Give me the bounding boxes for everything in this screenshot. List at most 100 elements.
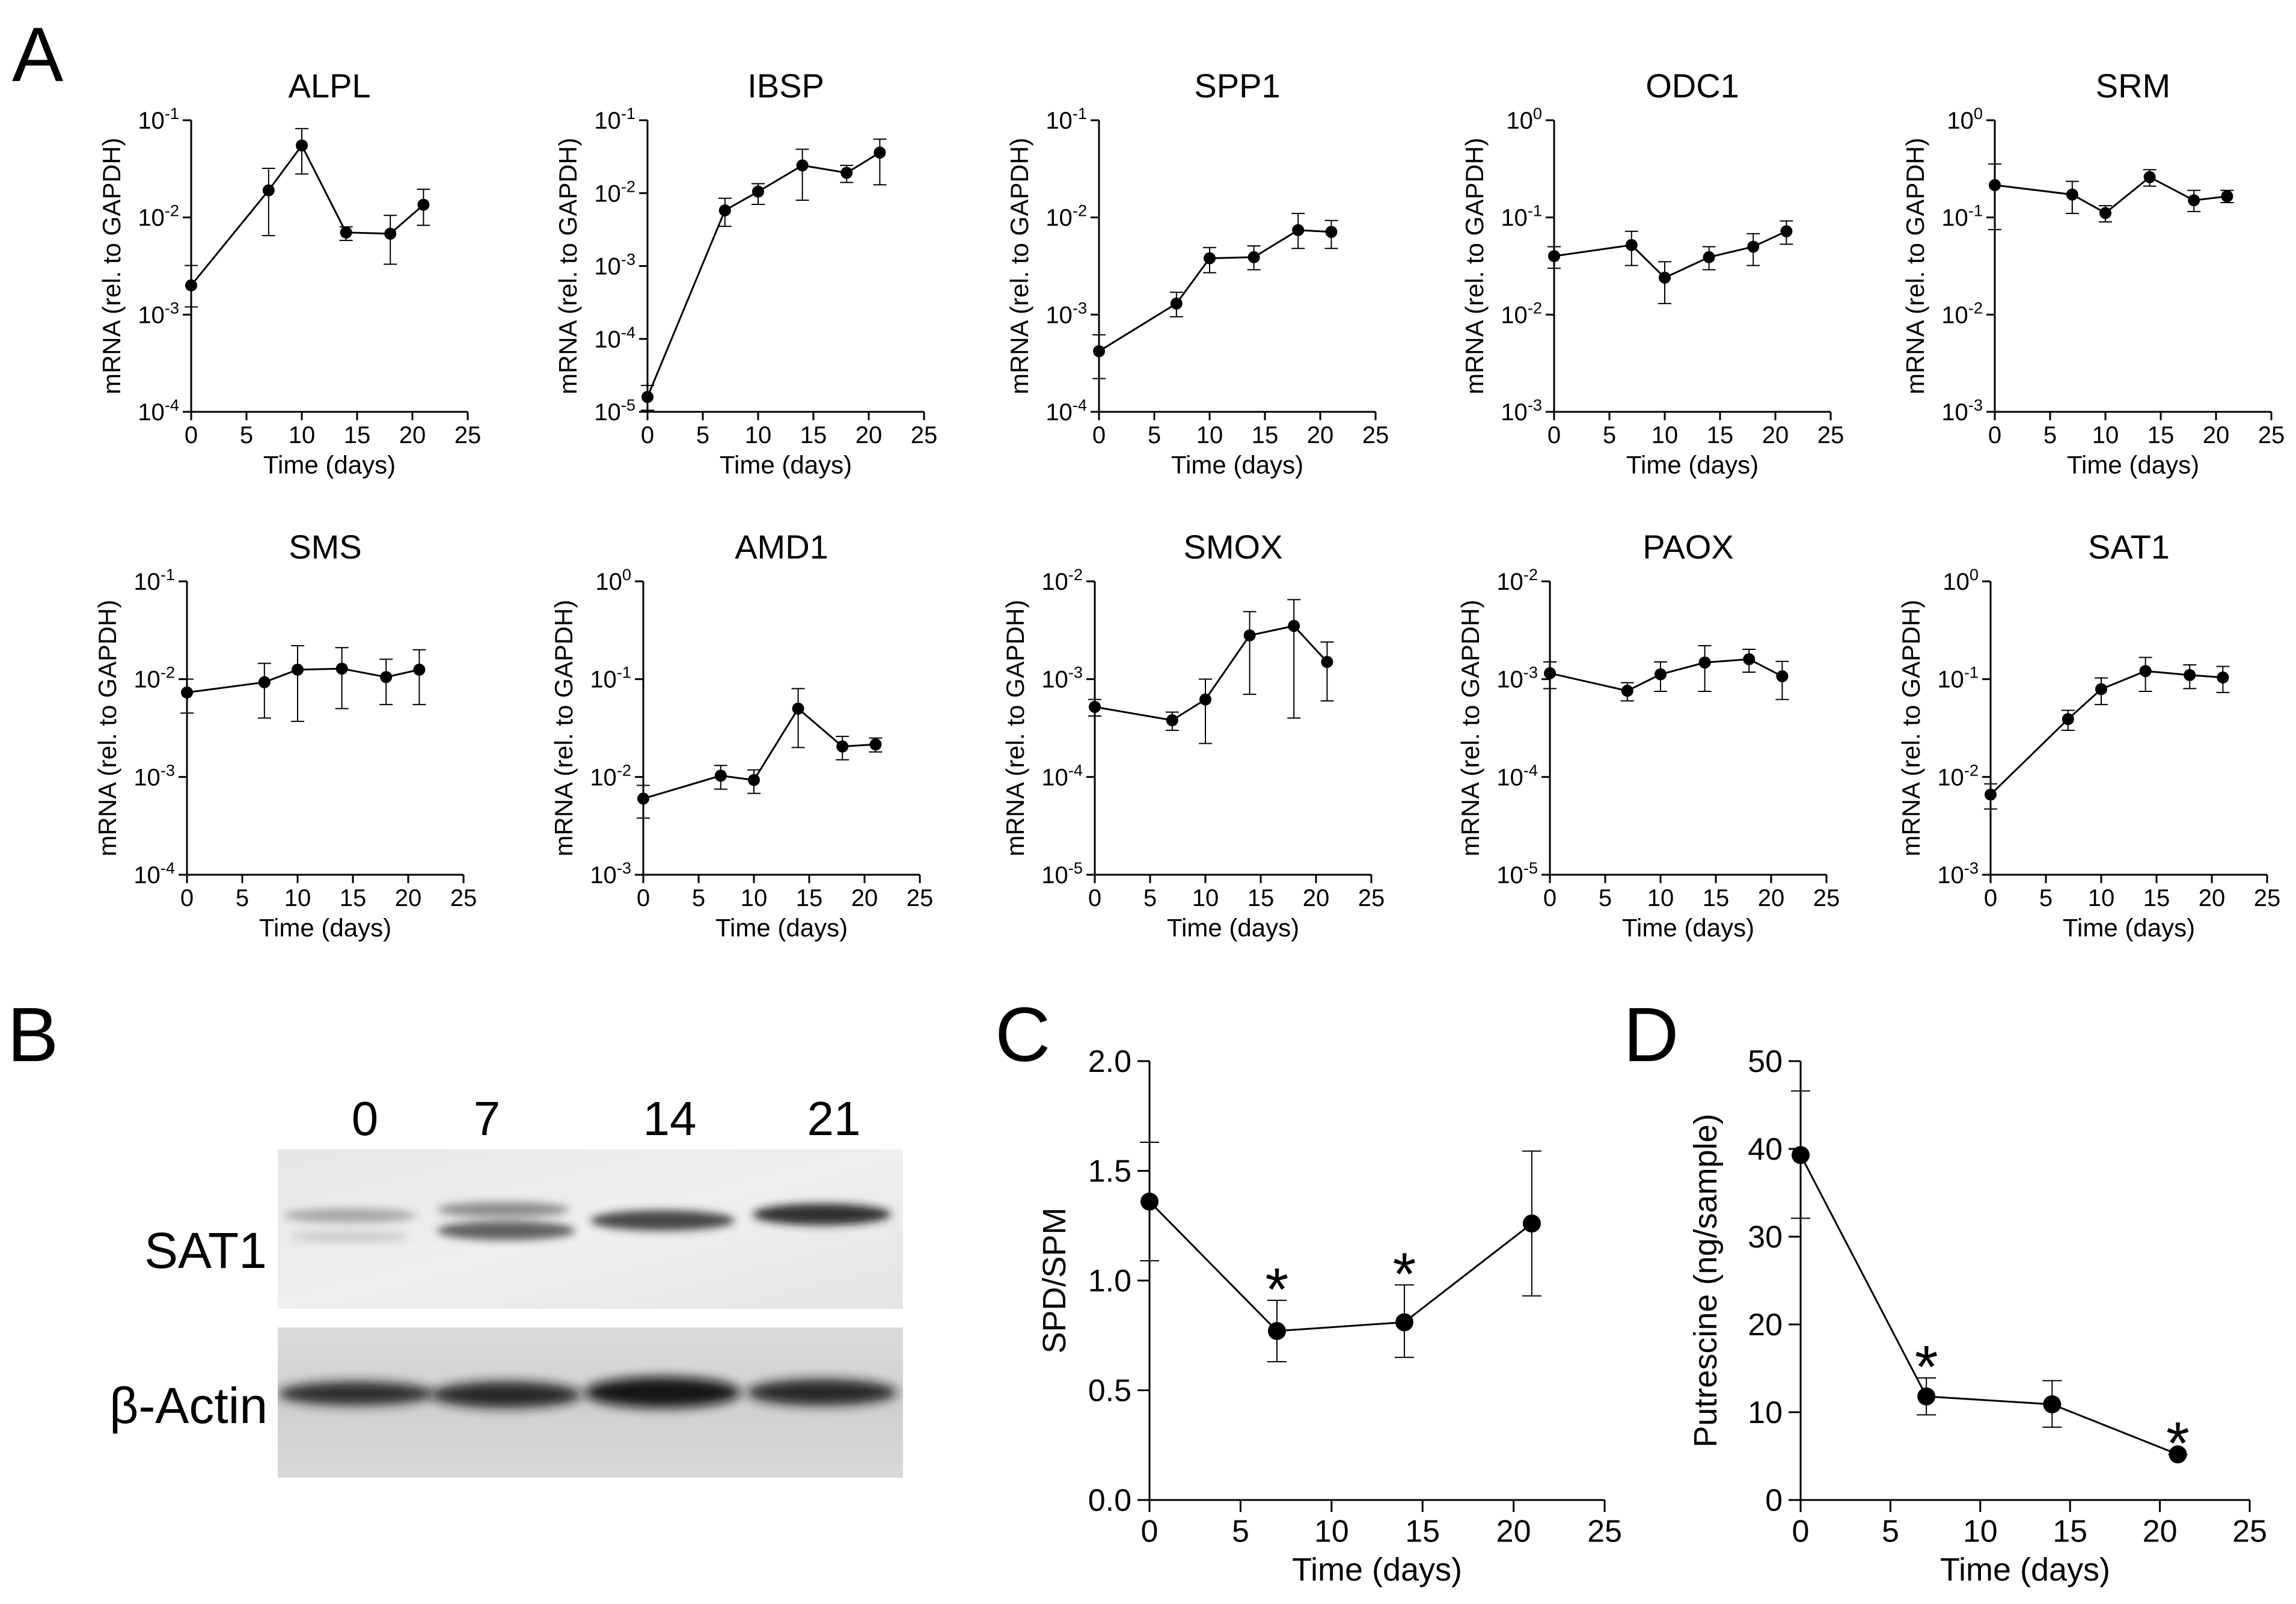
data-point xyxy=(748,774,760,786)
x-tick-label: 0 xyxy=(180,885,194,911)
series-line xyxy=(1799,1154,2179,1456)
x-tick-label: 25 xyxy=(2232,1514,2267,1549)
data-point xyxy=(637,792,649,805)
chart-title: SMOX xyxy=(1184,528,1283,566)
data-point xyxy=(1395,1313,1413,1332)
y-tick-label: 10-1 xyxy=(590,663,631,693)
x-tick-label: 5 xyxy=(1599,885,1612,911)
y-tick-label: 10-2 xyxy=(1041,565,1083,595)
data-point xyxy=(1548,250,1560,263)
data-point xyxy=(641,391,654,403)
data-point xyxy=(413,663,426,676)
chart-spp1: 0 5 10 15 20 25 Time (days) 10-1 10-2 10-3 10-4 mRN… xyxy=(1005,67,1389,479)
x-axis-label: Time (days) xyxy=(1171,450,1303,479)
data-point xyxy=(1776,670,1789,682)
x-tick-label: 25 xyxy=(911,422,938,448)
y-tick-label: 10-5 xyxy=(1041,859,1083,889)
x-tick-label: 5 xyxy=(2039,885,2053,911)
western-blot-panel: 0 7 14 21 SAT1 β-Actin xyxy=(0,0,962,1601)
panel-letter-a: A xyxy=(12,12,64,98)
y-axis-label: mRNA (rel. to GAPDH) xyxy=(93,599,121,856)
data-point xyxy=(718,204,731,216)
y-tick-label: 100 xyxy=(1947,104,1983,134)
x-tick-label: 5 xyxy=(1882,1514,1899,1549)
x-tick-label: 20 xyxy=(1758,885,1785,911)
x-axis-label: Time (days) xyxy=(1626,450,1759,479)
chart-title: AMD1 xyxy=(735,528,828,566)
x-tick-label: 25 xyxy=(2254,885,2281,911)
data-point xyxy=(2188,194,2200,207)
x-tick-label: 10 xyxy=(1314,1514,1349,1549)
chart-spd-spm: 0 5 10 15 20 25 Time (days) 0.0 0.5 1.0 1.5 2.0 SPD/… xyxy=(1036,1044,1622,1588)
chart-title: SAT1 xyxy=(2088,528,2170,566)
data-point xyxy=(2066,188,2078,201)
data-point xyxy=(1698,656,1711,669)
x-tick-label: 25 xyxy=(1362,422,1389,448)
x-tick-label: 20 xyxy=(399,422,426,448)
chart-odc1: 0 5 10 15 20 25 Time (days) 100 10-1 10-2 10-3 mRNA… xyxy=(1460,67,1844,479)
y-tick-label: 0 xyxy=(1765,1483,1783,1518)
data-point xyxy=(340,226,352,239)
x-tick-label: 25 xyxy=(1813,885,1840,911)
x-axis-label: Time (days) xyxy=(2063,913,2195,941)
data-point xyxy=(836,740,849,753)
data-point xyxy=(752,185,764,198)
y-axis-label: mRNA (rel. to GAPDH) xyxy=(1001,599,1029,856)
x-tick-label: 10 xyxy=(289,422,316,448)
x-tick-label: 20 xyxy=(856,422,883,448)
x-tick-label: 15 xyxy=(1247,885,1275,911)
data-point xyxy=(1792,1146,1810,1165)
data-point xyxy=(380,671,393,684)
chart-title: SPP1 xyxy=(1194,67,1280,105)
data-point xyxy=(1170,297,1183,310)
data-point xyxy=(1621,685,1633,697)
y-tick-label: 10-2 xyxy=(590,761,631,791)
chart-putrescine: 0 5 10 15 20 25 Time (days) 0 10 20 30 40 50 Putresci… xyxy=(1688,1044,2267,1588)
blot-lane-label: 7 xyxy=(473,1092,501,1145)
blot-image-sat1 xyxy=(278,1149,903,1309)
y-axis-label: mRNA (rel. to GAPDH) xyxy=(1901,138,1929,394)
y-axis-label: Putrescine (ng/sample) xyxy=(1688,1113,1724,1447)
data-point xyxy=(2062,713,2074,726)
y-axis-label: mRNA (rel. to GAPDH) xyxy=(1456,599,1484,856)
x-tick-label: 0 xyxy=(1988,422,2001,448)
x-axis-label: Time (days) xyxy=(1292,1552,1462,1588)
x-tick-label: 20 xyxy=(1496,1514,1531,1549)
x-tick-label: 0 xyxy=(1092,422,1106,448)
data-point xyxy=(840,167,853,179)
y-tick-label: 10-2 xyxy=(138,201,179,231)
blot-image-beta-actin xyxy=(278,1327,903,1478)
y-tick-label: 10-3 xyxy=(1937,859,1979,889)
y-axis-label: mRNA (rel. to GAPDH) xyxy=(554,138,582,394)
y-tick-label: 100 xyxy=(1506,104,1542,134)
y-tick-label: 10-3 xyxy=(133,761,175,791)
y-tick-label: 10-1 xyxy=(1045,104,1087,134)
y-tick-label: 10-2 xyxy=(1937,761,1979,791)
x-tick-label: 25 xyxy=(450,885,477,911)
x-tick-label: 20 xyxy=(851,885,878,911)
data-point xyxy=(1247,251,1260,263)
x-tick-label: 5 xyxy=(2043,422,2057,448)
blot-protein-label-sat1: SAT1 xyxy=(144,1222,267,1279)
x-tick-label: 20 xyxy=(395,885,422,911)
chart-sms: 0 5 10 15 20 25 Time (days) 10-1 10-2 10-3 10-4 mRN… xyxy=(93,528,477,941)
series-line xyxy=(1148,1201,1532,1332)
x-tick-label: 10 xyxy=(284,885,311,911)
x-tick-label: 15 xyxy=(1405,1514,1440,1549)
x-tick-label: 15 xyxy=(2148,422,2175,448)
data-point xyxy=(874,146,886,159)
data-point xyxy=(2139,665,2152,678)
x-tick-label: 10 xyxy=(1652,422,1679,448)
y-tick-label: 100 xyxy=(595,565,631,595)
x-tick-label: 0 xyxy=(1548,422,1561,448)
x-tick-label: 25 xyxy=(2258,422,2285,448)
data-point xyxy=(1989,179,2001,191)
x-tick-label: 25 xyxy=(455,422,482,448)
x-tick-label: 10 xyxy=(1647,885,1674,911)
data-point xyxy=(1544,667,1556,679)
chart-smox: 0 5 10 15 20 25 Time (days) 10-2 10-3 10-4 10-5 mRN… xyxy=(1001,528,1385,941)
data-point xyxy=(1325,225,1338,238)
data-point xyxy=(181,686,193,699)
x-tick-label: 20 xyxy=(1303,885,1330,911)
blot-protein-label-beta-actin: β-Actin xyxy=(109,1377,268,1434)
